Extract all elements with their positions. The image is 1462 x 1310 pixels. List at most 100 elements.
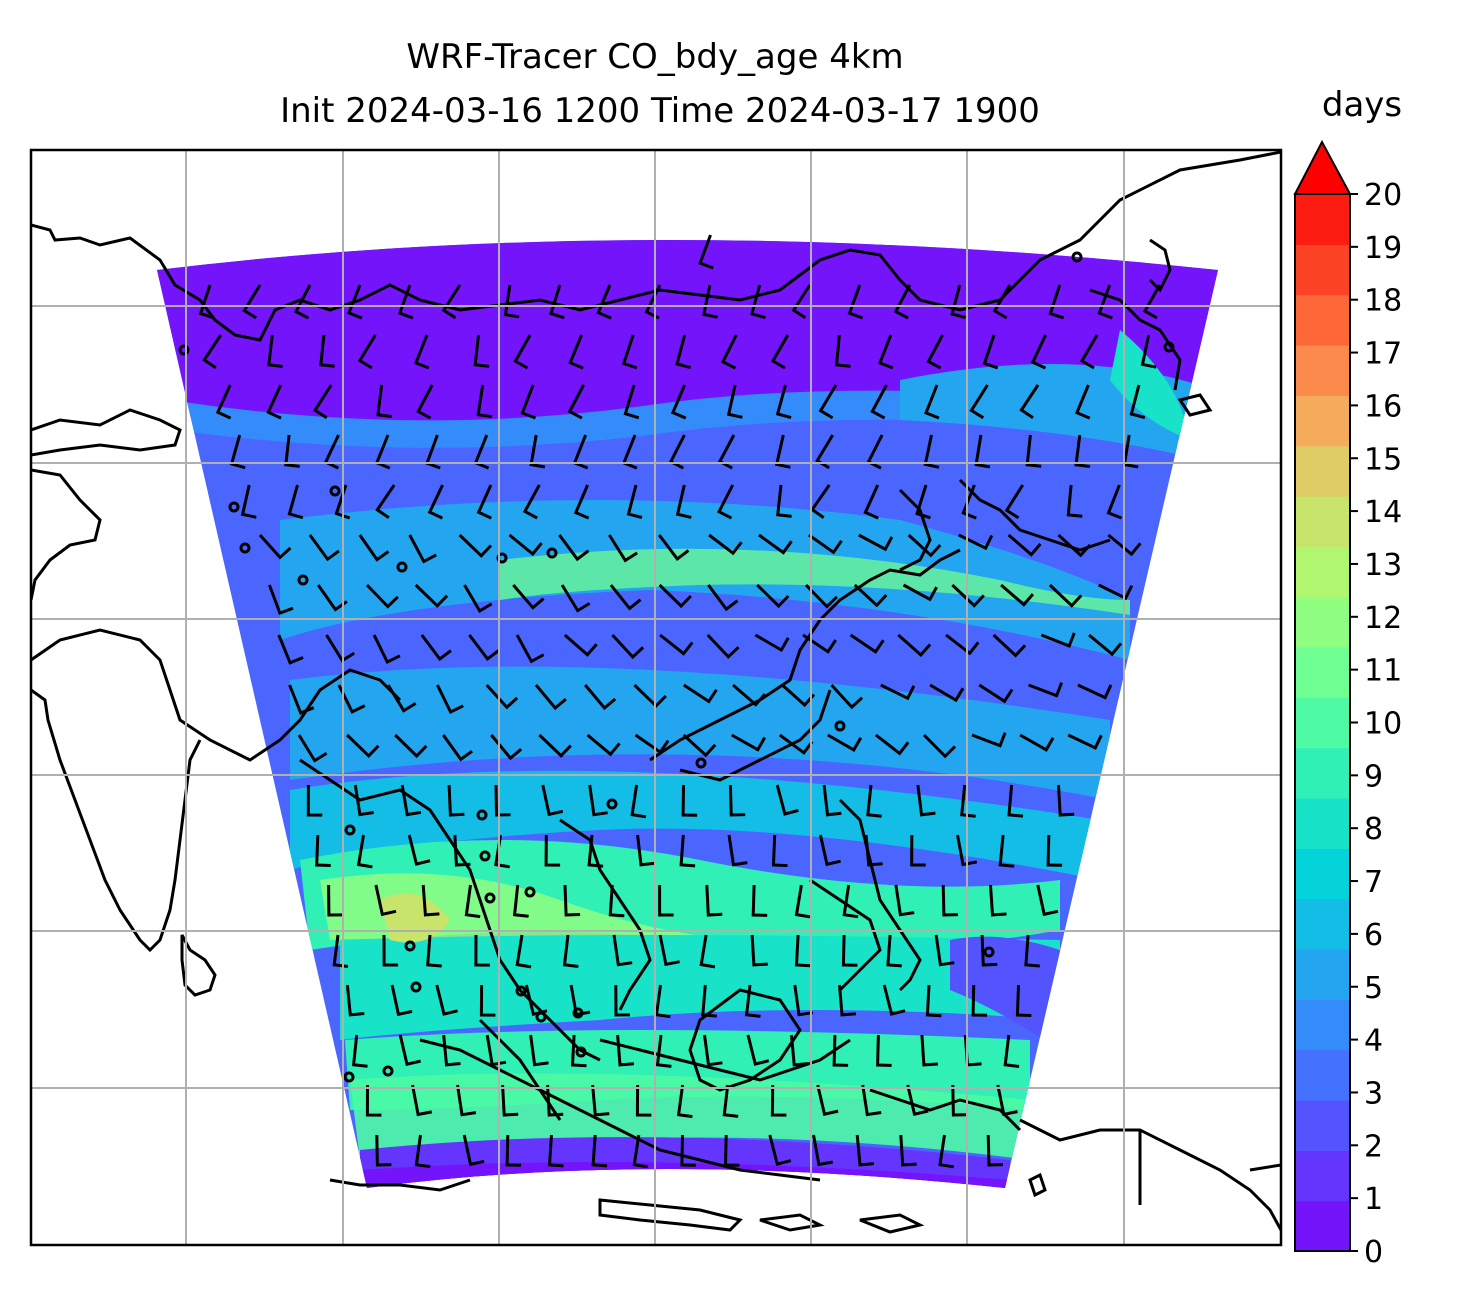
wind-barb (701, 984, 717, 1018)
wind-barb (770, 334, 790, 370)
wind-barb (804, 583, 838, 609)
wind-barb (215, 384, 232, 420)
wind-barb (951, 583, 985, 608)
wind-barb (376, 384, 392, 418)
wind-barb (682, 683, 718, 704)
wind-barb (812, 1134, 833, 1167)
wind-barb (513, 334, 532, 370)
wind-barb (899, 1134, 917, 1167)
tracer-age-field (157, 240, 1218, 1188)
wind-barb (267, 334, 283, 368)
wind-barb (971, 732, 1007, 748)
wind-barb (658, 885, 674, 917)
wind-barb (563, 633, 598, 657)
wind-barb (1066, 484, 1083, 518)
wind-barb (435, 984, 458, 1016)
wind-barb (1129, 384, 1146, 420)
wind-barb (538, 733, 572, 758)
wind-barb (961, 484, 977, 520)
wind-barb (832, 1034, 849, 1067)
colorbar-block (1295, 546, 1350, 598)
wind-barb (834, 334, 851, 368)
wind-barb (941, 884, 958, 917)
wind-barb (723, 1134, 740, 1167)
wind-barb (863, 484, 880, 520)
wind-barb (1107, 533, 1142, 557)
wind-barb (708, 533, 743, 556)
wind-barb (818, 834, 841, 867)
wind-barb (390, 984, 413, 1017)
wind-barb (668, 434, 686, 470)
colorbar-label: days (1322, 85, 1402, 125)
wind-barb (754, 633, 790, 653)
wind-barb (750, 284, 766, 320)
colorbar-tick-label: 2 (1364, 1129, 1383, 1164)
colorbar-tick-label: 12 (1364, 601, 1402, 636)
wind-barb (707, 584, 739, 612)
wind-barb (866, 434, 884, 470)
wind-barb (501, 1084, 519, 1117)
wind-barb (616, 1034, 635, 1067)
colorbar-tick-label: 19 (1364, 231, 1402, 266)
wind-barb (716, 484, 735, 520)
wind-barb (420, 634, 452, 662)
wind-barb (293, 284, 312, 320)
wind-barb (623, 384, 640, 420)
wind-barb (372, 634, 401, 665)
wind-barb (992, 284, 1012, 320)
wind-barb (447, 784, 465, 817)
wind-barb (508, 533, 543, 557)
wind-barb (587, 834, 604, 868)
wind-barb (720, 334, 738, 370)
wind-barb (346, 284, 363, 320)
colorbar-block (1295, 697, 1350, 749)
wind-barb (630, 784, 647, 819)
wind-barb (308, 534, 340, 562)
wind-barb (675, 484, 692, 519)
wind-barb (398, 1034, 421, 1066)
wind-barb (1074, 384, 1091, 420)
wind-barb (732, 683, 767, 707)
colorbar-block (1295, 798, 1350, 849)
wind-barb (956, 834, 978, 867)
wind-barb (1036, 884, 1059, 917)
wind-barb (569, 984, 591, 1017)
wind-barb (893, 284, 912, 320)
colorbar-tick-label: 3 (1364, 1076, 1383, 1111)
wind-barb (778, 733, 814, 755)
wind-barb (810, 484, 831, 519)
wind-barb (682, 733, 717, 758)
colorbar-tick-label: 17 (1364, 337, 1402, 372)
wind-barbs (198, 234, 1162, 1169)
wind-barb (284, 434, 300, 468)
wind-barb (421, 884, 440, 917)
wind-barb (978, 683, 1014, 704)
wind-barb (563, 884, 581, 917)
wind-barb (544, 834, 561, 867)
wind-barb (426, 934, 442, 968)
colorbar-block (1295, 1150, 1350, 1202)
colorbar-tick-label: 4 (1364, 1024, 1383, 1059)
wind-barb (365, 1084, 382, 1117)
colorbar-tick-label: 10 (1364, 707, 1402, 742)
wind-barb (706, 633, 740, 659)
wind-barb (476, 384, 493, 419)
wind-barb (841, 934, 858, 967)
wind-barb (474, 934, 490, 967)
wind-barb (774, 434, 791, 469)
wind-barb (541, 784, 564, 817)
wind-barb (1025, 434, 1042, 468)
wind-barb (442, 1034, 461, 1067)
wind-barb (357, 334, 377, 370)
wind-barb (1015, 984, 1032, 1017)
wind-barb (726, 384, 743, 419)
wind-barb (529, 434, 546, 469)
wind-barb (910, 834, 926, 867)
wind-barb (626, 484, 643, 519)
wind-barb (327, 884, 343, 917)
wind-barb (242, 284, 262, 320)
wind-barb (699, 934, 716, 969)
wind-barb (676, 1084, 693, 1119)
wind-barb (456, 1084, 477, 1117)
